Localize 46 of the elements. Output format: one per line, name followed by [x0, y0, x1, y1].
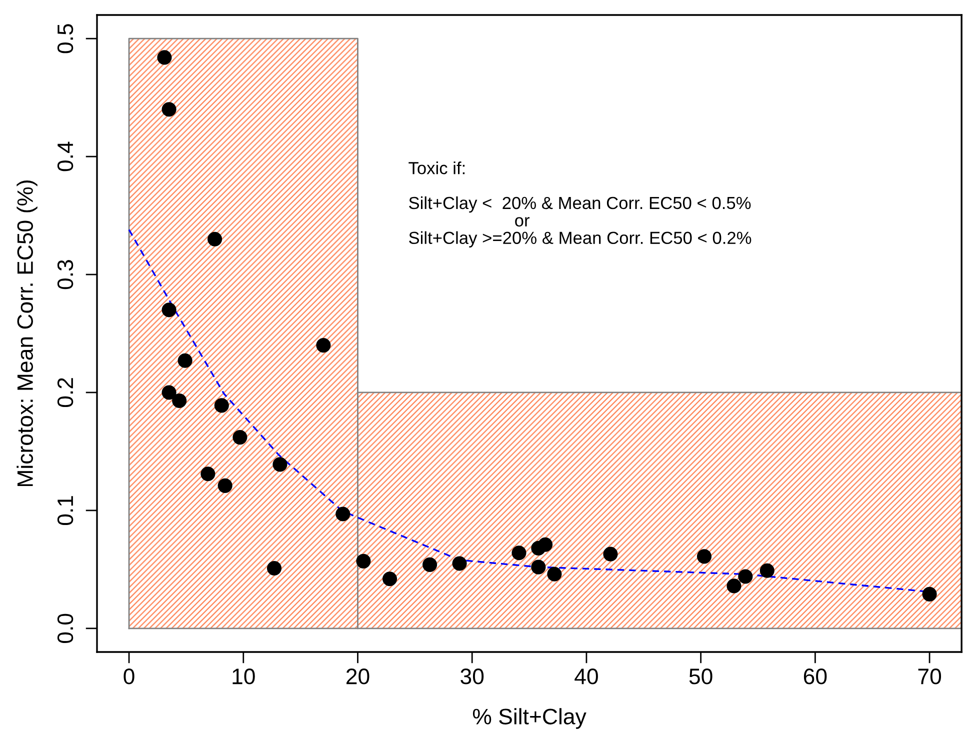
point — [760, 563, 774, 578]
y-tick-label: 0.3 — [57, 260, 74, 290]
point — [157, 50, 172, 65]
point — [214, 398, 229, 413]
point — [162, 385, 176, 400]
point — [531, 560, 546, 574]
point — [696, 549, 712, 564]
point — [162, 102, 176, 117]
point — [272, 457, 288, 472]
y-tick-label: 0.4 — [57, 142, 74, 172]
y-tick-label: 0.1 — [57, 496, 74, 526]
point — [218, 478, 232, 493]
x-axis-title: % Silt+Clay — [472, 708, 586, 729]
point — [382, 572, 398, 586]
point — [547, 566, 562, 582]
x-tick-label: 50 — [689, 668, 712, 684]
y-tick-label: 0.0 — [57, 614, 74, 643]
x-tick-label: 0 — [124, 668, 134, 684]
point — [200, 466, 216, 482]
point — [162, 302, 176, 318]
point — [422, 557, 438, 572]
point — [922, 586, 937, 602]
x-tick-label: 60 — [804, 668, 827, 684]
point — [738, 569, 753, 584]
point — [316, 338, 331, 353]
y-axis-title: Microtox: Mean Corr. EC50 (%) — [16, 180, 38, 486]
x-tick-label: 40 — [574, 668, 598, 684]
point — [266, 560, 282, 576]
point — [512, 546, 526, 560]
point — [178, 353, 192, 368]
x-tick-label: 20 — [346, 668, 370, 684]
x-tick-label: 70 — [918, 668, 942, 684]
text: Toxic if: Silt+Clay < 20% & Mean Corr. EC50 < 0.5% or Silt+Clay >=20% & Mean Corr. EC50 < 0.2% — [408, 162, 752, 248]
y-tick-label: 0.5 — [57, 24, 74, 54]
y-tick-label: 0.2 — [57, 378, 74, 408]
x-tick-label: 30 — [460, 668, 484, 684]
point — [172, 393, 187, 408]
point — [208, 232, 222, 246]
x-tick-label: 10 — [232, 668, 255, 684]
point — [356, 554, 371, 568]
point — [726, 578, 742, 594]
point — [538, 537, 553, 552]
point — [452, 556, 467, 571]
point — [232, 430, 248, 445]
point — [336, 506, 350, 522]
point — [603, 546, 618, 562]
